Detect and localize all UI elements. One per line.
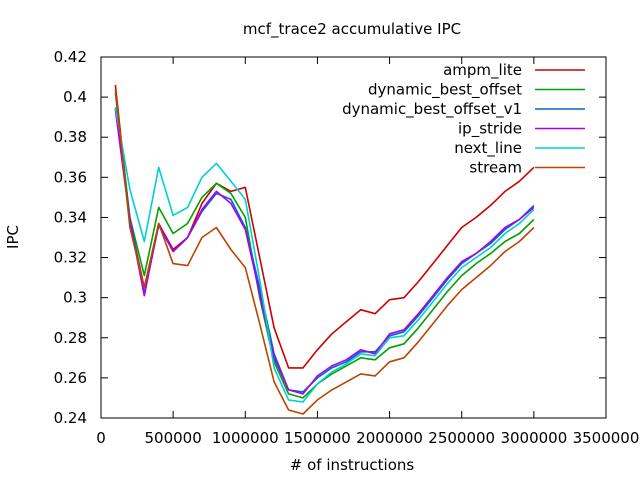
y-tick-label: 0.34 xyxy=(54,208,87,226)
legend-label: ip_stride xyxy=(458,120,522,139)
axis-tick-labels: 0.24 0.26 0.28 0.3 0.32 0.34 0.36 0.38 0.4 0.42 0 5… xyxy=(54,48,640,447)
x-tick-label: 3000000 xyxy=(500,429,567,447)
y-tick-label: 0.28 xyxy=(54,329,87,347)
x-tick-label: 2000000 xyxy=(356,429,423,447)
series-line-stream xyxy=(114,89,535,415)
series-lines xyxy=(114,85,535,415)
y-tick-label: 0.26 xyxy=(54,369,87,387)
x-tick-label: 1000000 xyxy=(212,429,279,447)
legend: ampm_litedynamic_best_offsetdynamic_best… xyxy=(342,61,585,177)
x-tick-label: 0 xyxy=(96,429,106,447)
y-tick-label: 0.42 xyxy=(54,48,87,66)
legend-label: dynamic_best_offset_v1 xyxy=(342,100,522,119)
plot-frame xyxy=(100,56,607,419)
x-tick-label: 2500000 xyxy=(428,429,495,447)
legend-label: next_line xyxy=(454,139,522,158)
y-tick-label: 0.24 xyxy=(54,409,87,427)
y-tick-label: 0.4 xyxy=(63,88,87,106)
x-axis-title: # of instructions xyxy=(290,456,415,474)
chart-title: mcf_trace2 accumulative IPC xyxy=(243,20,461,39)
y-tick-label: 0.36 xyxy=(54,168,87,186)
y-tick-label: 0.38 xyxy=(54,128,87,146)
x-tick-label: 1500000 xyxy=(284,429,351,447)
y-axis-title: IPC xyxy=(4,225,22,249)
y-tick-label: 0.3 xyxy=(63,289,87,307)
series-line-next-line xyxy=(114,106,535,403)
legend-label: ampm_lite xyxy=(443,61,522,80)
series-line-ip-stride xyxy=(114,108,535,395)
legend-label: stream xyxy=(469,159,522,177)
axis-ticks xyxy=(100,56,607,419)
x-tick-label: 500000 xyxy=(145,429,202,447)
legend-label: dynamic_best_offset xyxy=(368,81,522,100)
x-tick-label: 3500000 xyxy=(573,429,640,447)
y-tick-label: 0.32 xyxy=(54,249,87,267)
